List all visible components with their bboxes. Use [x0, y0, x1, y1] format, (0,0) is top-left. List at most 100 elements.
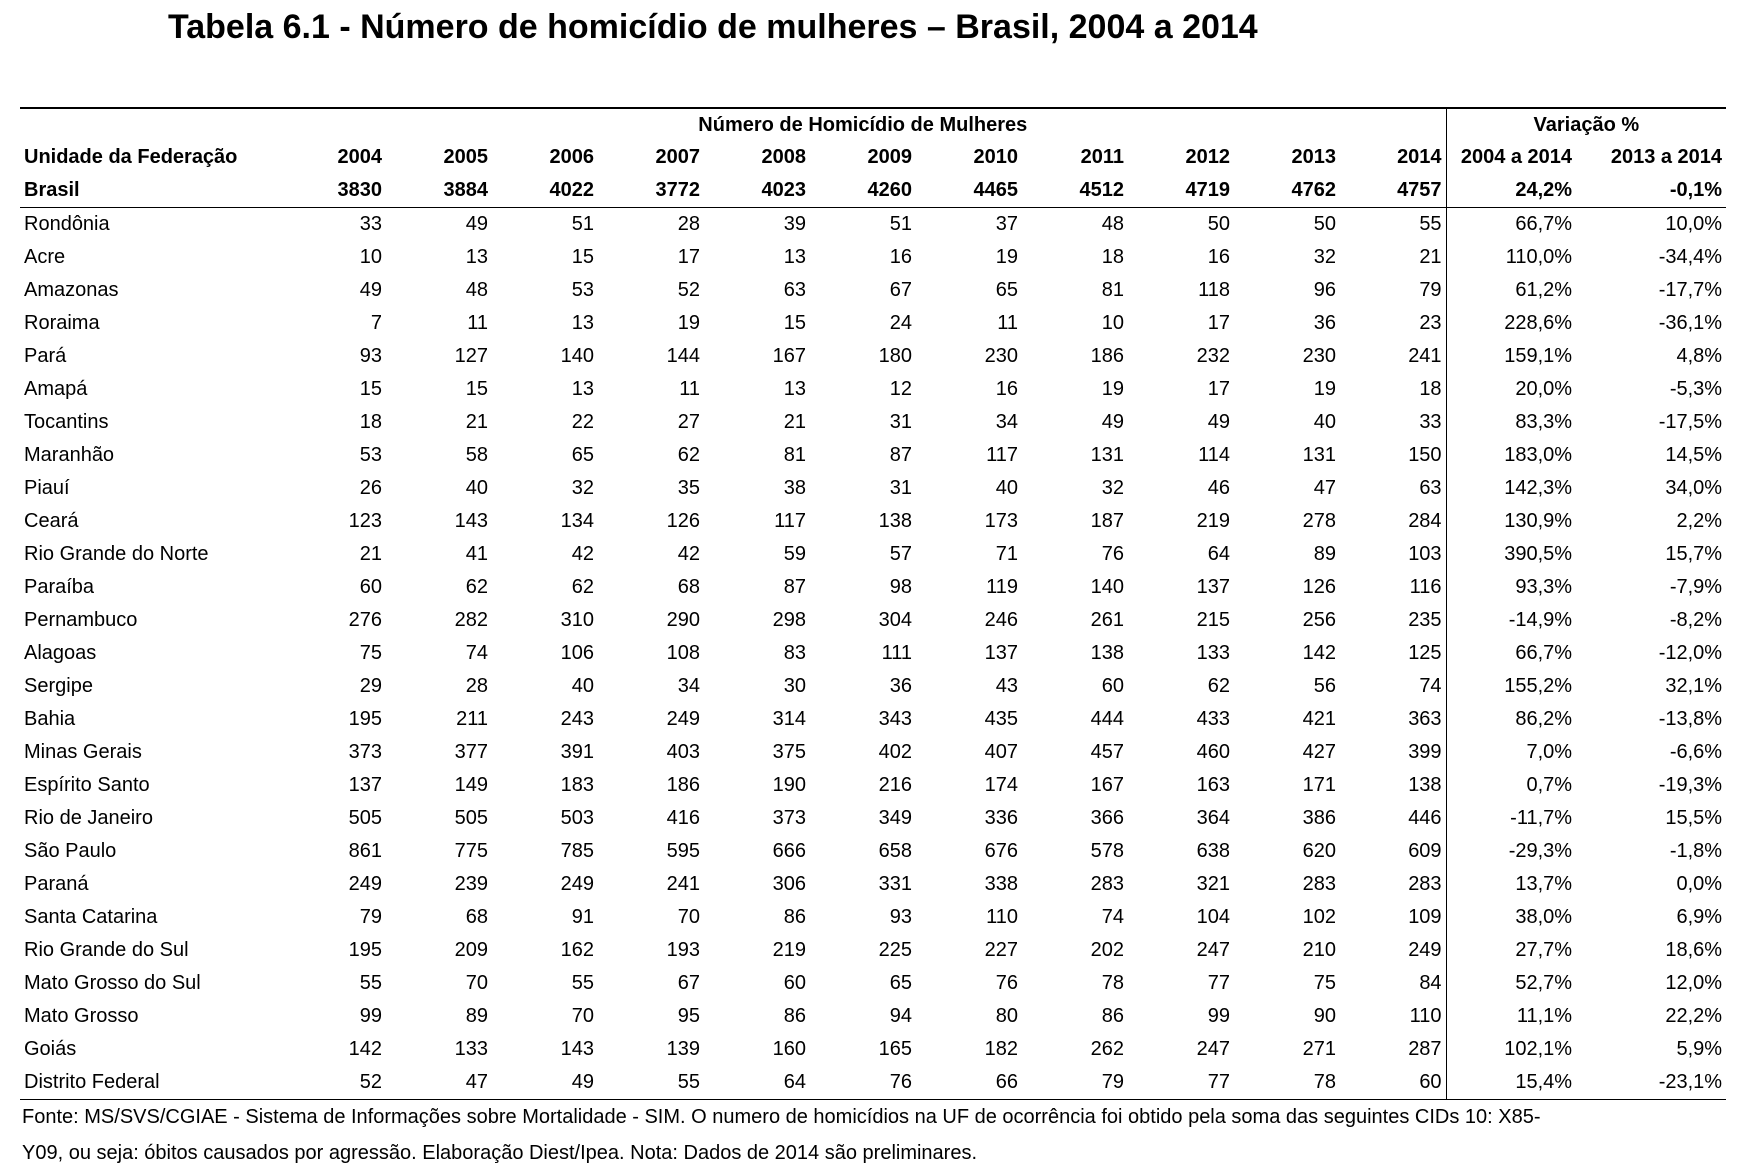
value-cell: 578: [1090, 840, 1124, 862]
value-cell: 51: [889, 213, 912, 235]
value-cell: 90: [1313, 1005, 1336, 1027]
variation-cell: -14,9%: [1508, 609, 1573, 631]
value-cell: 58: [465, 444, 488, 466]
value-cell: 70: [677, 906, 700, 928]
value-cell: 19: [1313, 378, 1336, 400]
value-cell: 50: [1313, 213, 1336, 235]
value-cell: 94: [889, 1005, 912, 1027]
value-cell: 49: [1101, 411, 1124, 433]
brasil-value-cell: 4465: [916, 174, 1022, 208]
value-cell: 28: [465, 675, 488, 697]
value-cell: 249: [348, 873, 382, 895]
table-row: Goiás 142 133 143 139 160 165 182 262 247 271 287 10…: [20, 1033, 1726, 1066]
value-cell: 13: [465, 246, 488, 268]
value-cell: 125: [1340, 637, 1447, 670]
value-cell: 287: [1340, 1033, 1447, 1066]
value-cell: 306: [772, 873, 806, 895]
value-cell: 131: [1302, 444, 1336, 466]
value-cell: 304: [878, 609, 912, 631]
value-cell: 51: [571, 213, 594, 235]
row-label-uf: Rio Grande do Sul: [24, 939, 189, 961]
value-cell: 89: [1313, 543, 1336, 565]
value-cell: 13: [783, 378, 806, 400]
row-label-uf: Espírito Santo: [24, 774, 150, 796]
brasil-value-cell: 4260: [810, 174, 916, 208]
table-row: Bahia 195 211 243 249 314 343 435 444 433 421 363 86…: [20, 703, 1726, 736]
variation-cell: 11,1%: [1516, 1005, 1573, 1027]
row-label-uf: Distrito Federal: [20, 1066, 280, 1100]
table-row: Alagoas 75 74 106 108 83 111 137 138 133 142 125 66,…: [20, 637, 1726, 670]
row-label-uf: Mato Grosso do Sul: [24, 972, 201, 994]
variation-cell: -19,3%: [1658, 774, 1723, 796]
value-cell: 225: [878, 939, 912, 961]
value-cell: 65: [889, 972, 912, 994]
value-cell: 36: [1313, 312, 1336, 334]
value-cell: 49: [465, 213, 488, 235]
value-cell: 137: [348, 774, 382, 796]
brasil-value-cell: 4023: [704, 174, 810, 208]
row-label-uf: Amapá: [24, 378, 88, 400]
value-cell: 150: [1340, 439, 1447, 472]
value-cell: 76: [810, 1066, 916, 1100]
value-cell: 32: [571, 477, 594, 499]
variation-cell: 155,2%: [1504, 675, 1573, 697]
value-cell: 460: [1196, 741, 1230, 763]
value-cell: 68: [465, 906, 488, 928]
value-cell: 256: [1302, 609, 1336, 631]
value-cell: 187: [1090, 510, 1124, 532]
value-cell: 26: [359, 477, 382, 499]
value-cell: 80: [995, 1005, 1018, 1027]
value-cell: 140: [1090, 576, 1124, 598]
value-cell: 247: [1196, 939, 1230, 961]
value-cell: 33: [1340, 406, 1447, 439]
value-cell: 446: [1340, 802, 1447, 835]
column-header-uf: Unidade da Federação: [24, 146, 238, 168]
value-cell: 77: [1207, 972, 1230, 994]
value-cell: 18: [1101, 246, 1124, 268]
value-cell: 336: [984, 807, 1018, 829]
value-cell: 134: [560, 510, 594, 532]
value-cell: 119: [986, 576, 1018, 598]
value-cell: 93: [889, 906, 912, 928]
value-cell: 21: [1340, 241, 1447, 274]
value-cell: 78: [1101, 972, 1124, 994]
value-cell: 18: [359, 411, 382, 433]
value-cell: 28: [677, 213, 700, 235]
value-cell: 89: [465, 1005, 488, 1027]
row-label-uf: Rondônia: [24, 213, 110, 235]
value-cell: 427: [1302, 741, 1336, 763]
group-header-counts: Número de Homicídio de Mulheres: [280, 107, 1447, 141]
table-row: Maranhão 53 58 65 62 81 87 117 131 114 131 150 183,0…: [20, 439, 1726, 472]
value-cell: 399: [1340, 736, 1447, 769]
row-label-uf: Bahia: [24, 708, 76, 730]
value-cell: 79: [1340, 274, 1447, 307]
value-cell: 137: [984, 642, 1018, 664]
value-cell: 55: [598, 1066, 704, 1100]
value-cell: 182: [984, 1038, 1018, 1060]
value-cell: 67: [889, 279, 912, 301]
variation-cell: 159,1%: [1504, 345, 1573, 367]
value-cell: 74: [1340, 670, 1447, 703]
value-cell: 321: [1196, 873, 1230, 895]
variation-cell: 13,7%: [1515, 873, 1573, 895]
value-cell: 276: [348, 609, 382, 631]
value-cell: 349: [878, 807, 912, 829]
table-body: Número de Homicídio de Mulheres Variação…: [20, 107, 1727, 1100]
value-cell: 11: [997, 312, 1018, 334]
table-row: Mato Grosso 99 89 70 95 86 94 80 86 99 90 110 11,1% 2…: [20, 1000, 1726, 1033]
value-cell: 142: [348, 1038, 382, 1060]
value-cell: 49: [492, 1066, 598, 1100]
value-cell: 31: [889, 477, 912, 499]
variation-cell: 93,3%: [1515, 576, 1573, 598]
variation-cell: 18,6%: [1665, 939, 1723, 961]
value-cell: 103: [1340, 538, 1447, 571]
value-cell: 609: [1340, 835, 1447, 868]
brasil-value-cell: 4757: [1340, 174, 1447, 208]
value-cell: 109: [1340, 901, 1447, 934]
value-cell: 65: [571, 444, 594, 466]
column-header-year: 2007: [655, 146, 701, 168]
value-cell: 29: [359, 675, 382, 697]
value-cell: 86: [1101, 1005, 1124, 1027]
value-cell: 23: [1340, 307, 1447, 340]
value-cell: 211: [456, 708, 488, 730]
